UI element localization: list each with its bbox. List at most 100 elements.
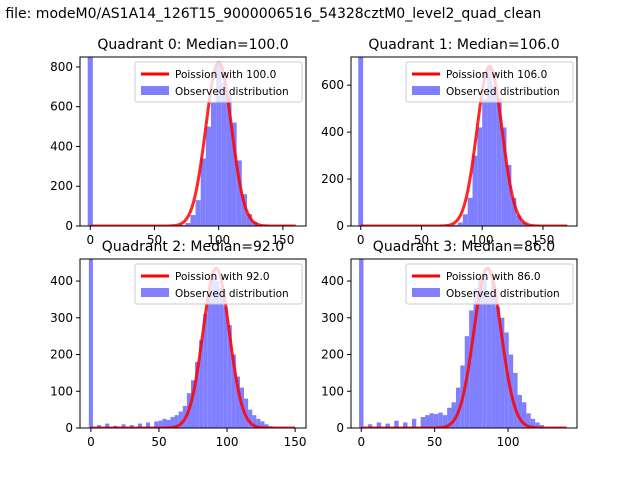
quadrant-3-hist-bar-4 — [394, 420, 399, 428]
quadrant-2-legend-bar-label: Observed distribution — [175, 288, 289, 300]
quadrant-2-hist-bar-27 — [231, 354, 236, 428]
quadrant-3-hist-bar-24 — [495, 306, 500, 428]
quadrant-3-hist-bar-32 — [530, 418, 536, 428]
quadrant-2-hist-bar-11 — [166, 419, 171, 428]
quadrant-3-hist-bar-11 — [438, 412, 443, 428]
quadrant-1-hist-bar-5 — [472, 155, 478, 226]
quadrant-2-hist-bar-24 — [219, 288, 224, 428]
quadrant-0-hist-bar-2 — [185, 223, 191, 226]
quadrant-0-legend: Poission with 100.0 Observed distribution — [134, 61, 303, 103]
quadrant-3-hist-bar-18 — [469, 310, 474, 428]
quadrant-3-legend-fit-label: Poission with 86.0 — [446, 271, 541, 283]
quadrant-3-plot-area — [359, 259, 568, 428]
quadrant-0-ytick-label-4: 800 — [50, 60, 73, 74]
quadrant-3-legend-bar-label: Observed distribution — [446, 288, 560, 300]
quadrant-3-hist-bar-31 — [526, 413, 531, 428]
quadrant-2-axes-frame — [79, 258, 307, 429]
quadrant-2-hist-bar-32 — [252, 415, 257, 428]
quadrant-1-ytick-label-0: 0 — [336, 219, 344, 233]
quadrant-0-xtick-label-1: 50 — [147, 233, 162, 247]
quadrant-3-hist-bar-0 — [359, 259, 364, 428]
quadrant-3-title: Quadrant 3: Median=86.0 — [373, 239, 555, 255]
quadrant-1-legend-fit-label: Poission with 106.0 — [446, 69, 547, 81]
quadrant-0-ytick-label-3: 600 — [50, 100, 73, 114]
quadrant-1-hist-bar-11 — [501, 127, 507, 226]
quadrant-2-hist-bar-8 — [154, 421, 159, 428]
quadrant-3-hist-bar-6 — [411, 418, 417, 428]
quadrant-0-hist-bar-7 — [210, 102, 217, 226]
quadrant-2-hist-bar-14 — [178, 411, 183, 428]
quadrant-2-legend-fit-label: Poission with 92.0 — [175, 271, 270, 283]
quadrant-2-ytick-label-0: 0 — [65, 421, 73, 435]
quadrant-1-xtick-label-2: 100 — [471, 233, 494, 247]
quadrant-3-hist-bar-25 — [499, 317, 505, 428]
quadrant-2-hist-bar-28 — [235, 376, 240, 428]
quadrant-0-hist-bar-14 — [246, 214, 253, 226]
quadrant-2-ytick-label-3: 300 — [50, 311, 73, 325]
quadrant-3-hist-bar-28 — [513, 372, 518, 428]
quadrant-1-hist-bar-0 — [358, 57, 364, 226]
quadrant-2-hist-bar-2 — [105, 423, 110, 428]
quadrant-2-legend-bar-swatch — [141, 288, 169, 297]
quadrant-2-hist-bar-33 — [256, 418, 261, 428]
quadrant-0-hist-bar-0 — [87, 57, 93, 226]
quadrant-0-xtick-label-0: 0 — [86, 233, 94, 247]
quadrant-2-hist-bar-34 — [260, 421, 265, 428]
quadrant-2-hist-bar-26 — [227, 325, 232, 428]
quadrant-3-hist-bar-12 — [442, 415, 448, 428]
quadrant-2-hist-bar-6 — [137, 423, 142, 428]
quadrant-3-hist-bar-30 — [521, 402, 527, 428]
quadrant-1-ytick-label-1: 200 — [321, 172, 344, 186]
quadrant-2-ytick-label-2: 200 — [50, 348, 73, 362]
quadrant-2-hist-bar-20 — [203, 314, 208, 428]
quadrant-1-hist-bar-2 — [457, 222, 463, 226]
quadrant-0-hist-bar-8 — [216, 63, 222, 226]
quadrant-1-hist-bar-15 — [521, 222, 526, 226]
quadrant-3-hist-bar-5 — [403, 422, 408, 428]
quadrant-3-hist-bar-29 — [517, 394, 522, 428]
quadrant-2-hist-bar-35 — [264, 424, 269, 428]
quadrant-3-hist-bar-33 — [535, 422, 540, 428]
quadrant-1-xtick-label-1: 50 — [414, 233, 429, 247]
quadrant-0-hist-bar-6 — [205, 126, 211, 226]
quadrant-2-hist-bar-7 — [146, 422, 151, 428]
quadrant-1-axes-frame — [350, 56, 578, 227]
quadrant-2-hist-bar-13 — [174, 415, 179, 428]
quadrant-0-hist-bar-11 — [231, 122, 237, 226]
quadrant-0-legend-bar-label: Observed distribution — [175, 86, 289, 98]
quadrant-3-axes-frame — [350, 258, 578, 429]
quadrant-0-hist-bar-3 — [190, 215, 196, 226]
quadrant-1-hist-bar-1 — [453, 224, 458, 226]
quadrant-3-xtick-label-1: 50 — [427, 435, 442, 449]
quadrant-2-hist-bar-23 — [215, 281, 220, 428]
quadrant-2-hist-bar-12 — [170, 416, 175, 428]
quadrant-3-xtick-label-0: 0 — [357, 435, 365, 449]
quadrant-2-legend-box — [134, 263, 303, 305]
quadrant-3-hist-bar-23 — [491, 281, 496, 428]
quadrant-1-hist-bar-14 — [516, 215, 522, 226]
quadrant-0-title: Quadrant 0: Median=100.0 — [97, 37, 288, 53]
quadrant-3-hist-bar-10 — [433, 414, 439, 428]
quadrant-2-hist-bar-9 — [158, 420, 163, 428]
quadrant-0-hist-bar-9 — [221, 82, 227, 226]
quadrant-3-xtick-label-2: 100 — [497, 435, 520, 449]
quadrant-3-hist-bar-8 — [425, 415, 430, 428]
quadrant-1-legend: Poission with 106.0 Observed distribution — [405, 61, 574, 103]
quadrant-1-hist-bar-7 — [482, 99, 488, 226]
quadrant-1-hist-bar-13 — [511, 197, 517, 226]
quadrant-1-ytick-label-3: 600 — [321, 78, 344, 92]
quadrant-0-fit-curve — [89, 61, 297, 226]
quadrant-3-hist-bar-1 — [367, 424, 373, 428]
quadrant-3-hist-bar-19 — [473, 288, 478, 428]
quadrant-2-hist-bar-25 — [223, 306, 228, 428]
quadrant-1-chart: 0 50 100 150 0 200 400 600 Quadrant 1: Median=10… — [321, 37, 578, 247]
quadrant-3-hist-bar-26 — [504, 332, 509, 428]
quadrant-2-xtick-label-0: 0 — [87, 435, 95, 449]
quadrant-2-hist-bar-31 — [248, 409, 253, 428]
quadrant-3-legend-box — [405, 263, 574, 305]
quadrant-3-chart: 0 50 100 0 100 200 300 400 Quadrant 3: Median=86… — [321, 239, 578, 449]
quadrant-3-hist-bar-7 — [420, 416, 426, 428]
quadrant-3-fit-curve — [360, 266, 568, 428]
quadrant-3-ytick-label-3: 300 — [321, 311, 344, 325]
quadrant-1-hist-bar-12 — [506, 164, 512, 226]
